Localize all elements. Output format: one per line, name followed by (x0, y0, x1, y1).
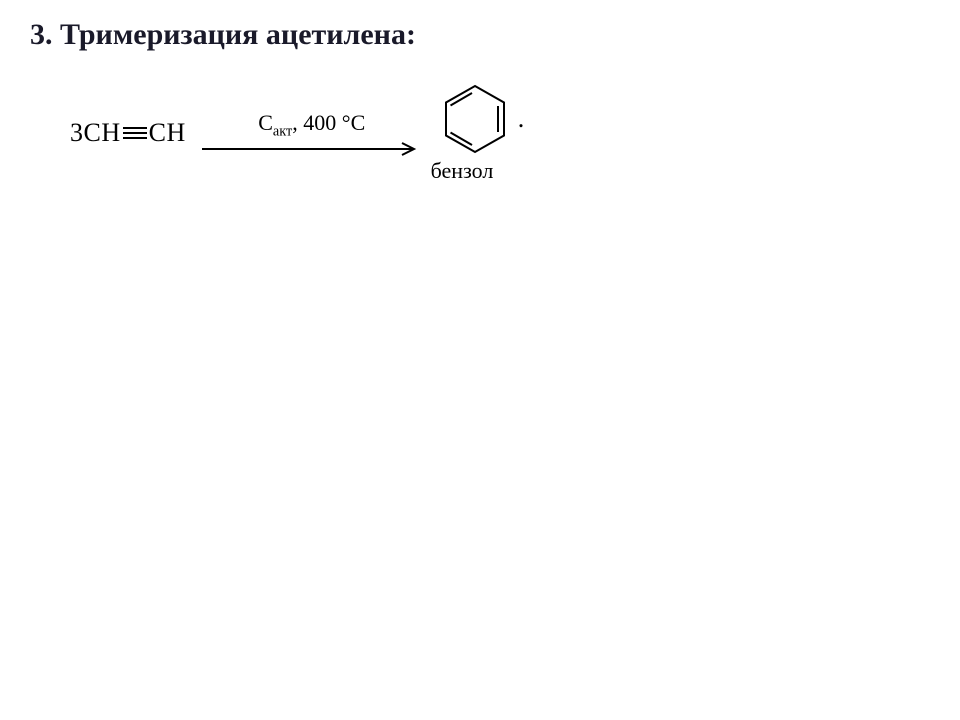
section-heading: 3. Тримеризация ацетилена: (30, 18, 930, 52)
temperature-label: 400 °С (303, 110, 365, 135)
triple-bond-icon (123, 127, 147, 139)
reactant-left-group: CH (84, 118, 121, 148)
benzene-ring-icon (438, 82, 512, 156)
reaction-arrow-block: Сакт, 400 °С (202, 110, 422, 156)
arrow-conditions-label: Сакт, 400 °С (258, 110, 365, 140)
sentence-period: . (518, 104, 525, 134)
product-label: бензол (431, 158, 494, 184)
catalyst-subscript: акт (273, 123, 292, 139)
page: 3. Тримеризация ацетилена: 3CHCH Сакт, 4… (0, 0, 960, 202)
reaction-arrow-icon (202, 142, 422, 156)
product-block: . бензол (438, 82, 525, 184)
benzene-row: . (438, 82, 525, 156)
reactant-coefficient: 3 (70, 118, 84, 148)
reactant: 3CHCH (70, 118, 186, 148)
reaction-scheme: 3CHCH Сакт, 400 °С . (70, 82, 930, 184)
label-separator: , (292, 110, 303, 135)
reactant-right-group: CH (149, 118, 186, 148)
catalyst-symbol: С (258, 110, 273, 135)
